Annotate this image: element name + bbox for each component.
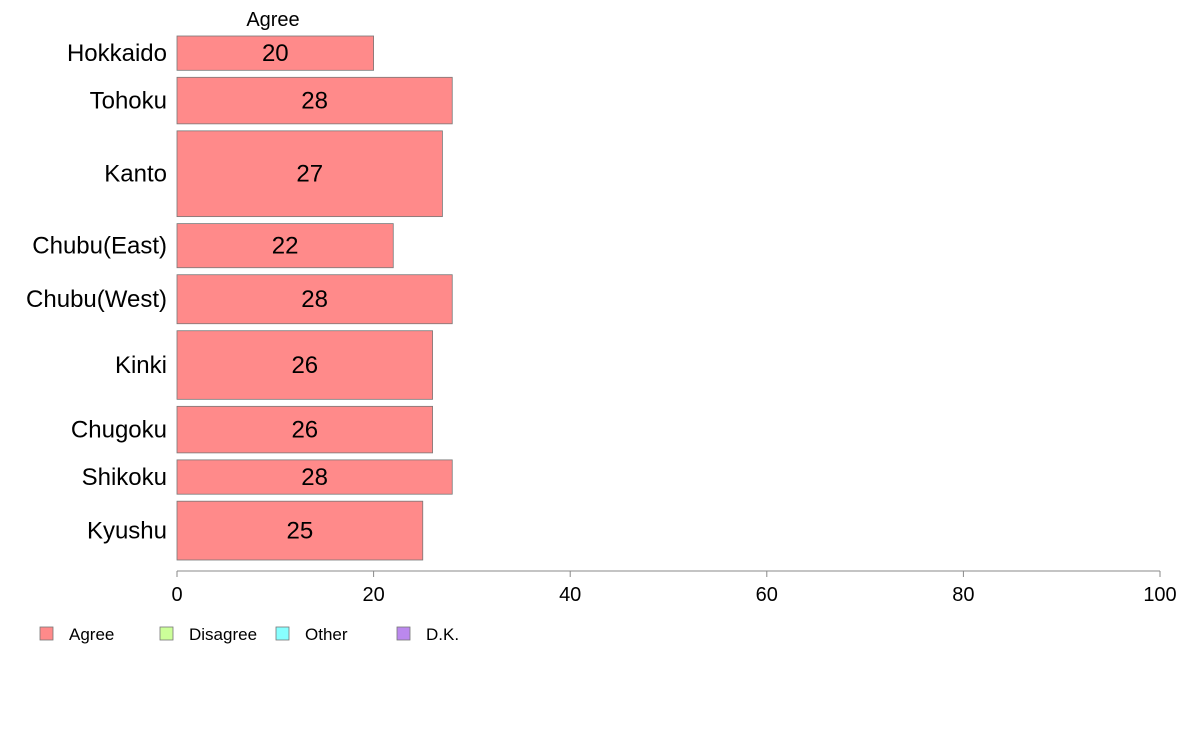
category-label: Chubu(East) [32,233,167,260]
bar-value-label: 28 [301,88,328,115]
x-tick-label: 40 [559,584,581,606]
category-label: Tohoku [90,88,167,115]
x-tick-label: 20 [362,584,384,606]
x-tick-label: 100 [1143,584,1176,606]
x-axis: 0 20 40 60 80 100 [171,570,1177,606]
bar-value-label: 27 [296,161,323,188]
category-label: Shikoku [82,464,167,491]
bars-group: 20 Hokkaido 28 Tohoku 27 Kanto 22 Chubu(East) 28… [26,35,453,561]
bar-chubu-east-agree [176,223,394,269]
category-label: Chugoku [71,417,167,444]
legend-label: Agree [69,625,114,644]
bar-value-label: 20 [262,40,289,67]
column-header: Agree [246,9,299,31]
bar-kinki-agree [176,330,433,400]
legend-label: D.K. [426,625,459,644]
bar-chubu-west-agree [176,274,453,325]
x-tick-label: 60 [756,584,778,606]
category-label: Hokkaido [67,40,167,67]
bar-kanto-agree [176,130,443,218]
bar-value-label: 26 [291,352,318,379]
bar-value-label: 28 [301,286,328,313]
legend-label: Disagree [189,625,257,644]
category-label: Kyushu [87,518,167,545]
bar-hokkaido-agree [176,35,375,71]
legend-swatch-other [275,626,290,641]
x-tick-label: 80 [952,584,974,606]
bar-kyushu-agree [176,500,424,561]
x-tick-label: 0 [171,584,182,606]
bar-value-label: 26 [291,417,318,444]
bar-tohoku-agree [176,76,453,125]
bar-value-label: 22 [272,233,299,260]
bar-value-label: 25 [287,518,314,545]
legend-swatch-dk [396,626,411,641]
legend-swatch-disagree [159,626,174,641]
legend-label: Other [305,625,348,644]
bar-shikoku-agree [176,459,453,495]
bar-chugoku-agree [176,405,433,454]
category-label: Kanto [104,161,167,188]
bar-value-label: 28 [301,464,328,491]
legend-swatch-agree [39,626,54,641]
legend: Agree Disagree Other D.K. [39,625,459,644]
category-label: Chubu(West) [26,286,167,313]
category-label: Kinki [115,352,167,379]
